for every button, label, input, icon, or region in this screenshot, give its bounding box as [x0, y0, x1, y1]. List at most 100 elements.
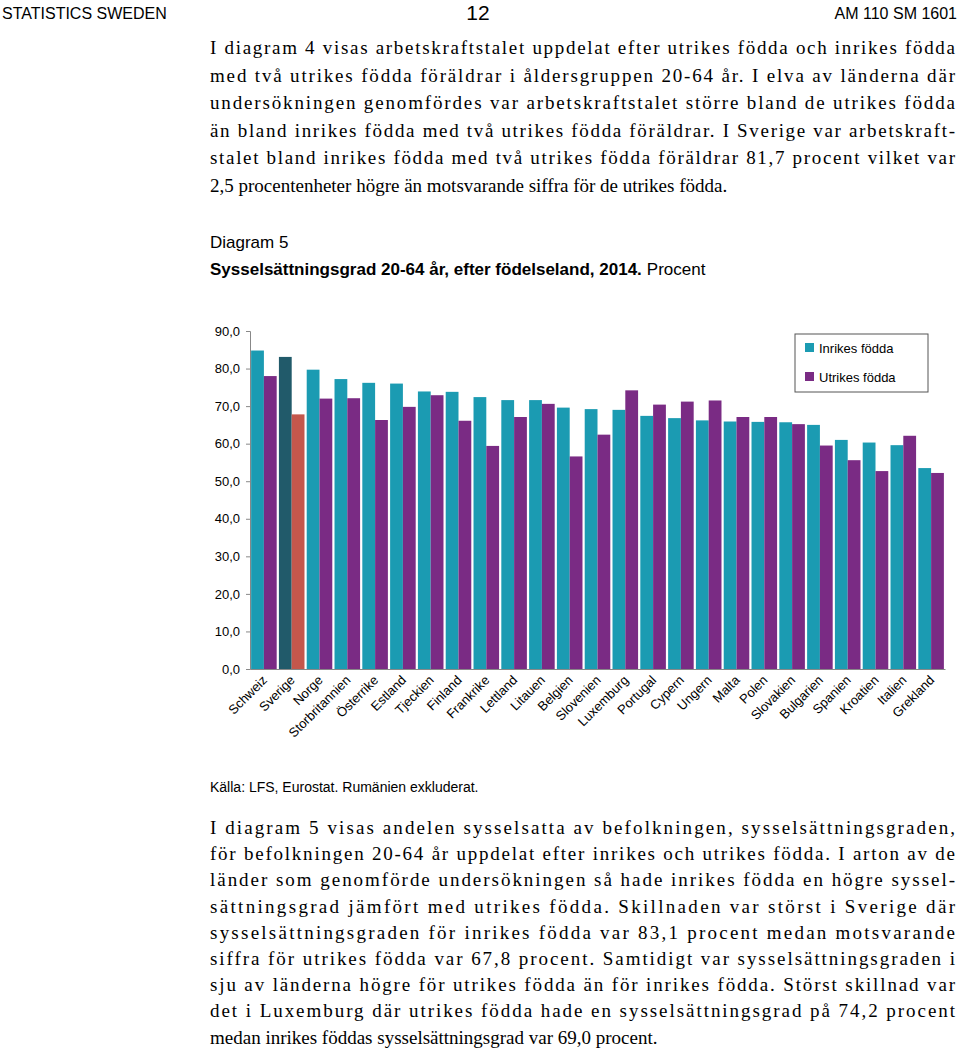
- bar: [446, 392, 459, 669]
- tick-label: 60,0: [215, 436, 240, 451]
- legend-label: Utrikes födda: [819, 370, 896, 385]
- paragraph-line: för befolkningen 20-64 år uppdelat efter…: [210, 843, 955, 864]
- source: Källa: LFS, Eurostat. Rumänien exkludera…: [210, 779, 478, 795]
- bar: [724, 422, 737, 669]
- tick-label: 70,0: [215, 399, 240, 414]
- chart: 0,0 10,0 20,0 30,0 40,0 50,0 60,0 70,0 80,0 90,0 S…: [215, 324, 946, 741]
- bar: [792, 424, 805, 669]
- bar: [848, 460, 861, 669]
- title: Sysselsättningsgrad 20-64 år, efter föde…: [210, 260, 642, 279]
- chart-title: Sysselsättningsgrad 20-64 år, efter föde…: [210, 260, 706, 279]
- bar: [876, 471, 889, 669]
- legend-swatch: [805, 343, 814, 352]
- tick: 50,0: [215, 474, 250, 489]
- paragraph-line: medan inrikes föddas sysselsättningsgrad…: [210, 1027, 657, 1048]
- category-label: Kroatien: [837, 673, 882, 718]
- tick: 30,0: [215, 549, 250, 564]
- bar: [431, 395, 444, 669]
- tick: Malta: [710, 669, 744, 706]
- series: [251, 351, 931, 669]
- tick-label: 10,0: [215, 624, 240, 639]
- paragraph-line: sysselsättningsgraden för inrikes födda …: [210, 922, 955, 943]
- legend-label: Inrikes födda: [819, 341, 894, 356]
- category-label: Malta: [710, 672, 744, 706]
- bar: [820, 446, 833, 669]
- bar: [570, 456, 583, 669]
- tick: Österrike: [333, 669, 381, 720]
- bars: [251, 351, 944, 669]
- bar: [668, 418, 681, 669]
- page: STATISTICS SWEDEN12AM 110 SM 1601I diagr…: [0, 0, 960, 1054]
- bar: [764, 417, 777, 669]
- bar: [418, 391, 431, 669]
- bar: [375, 420, 388, 669]
- category-label: Portugal: [614, 672, 659, 717]
- paragraph-line: sju av länderna högre för utrikes födda …: [210, 974, 956, 995]
- bar: [320, 399, 333, 669]
- tick: Portugal: [614, 669, 659, 717]
- bar: [653, 405, 666, 669]
- bar: [279, 357, 292, 669]
- tick-label: 0,0: [222, 662, 240, 677]
- axis-line: [251, 669, 946, 670]
- paragraph-line: 2,5 procentenheter högre än motsvarande …: [210, 175, 727, 196]
- bar: [625, 390, 638, 669]
- tick: 40,0: [215, 511, 250, 526]
- paragraph-line: sättningsgrad jämfört med utrikes födda.…: [210, 896, 956, 917]
- paragraph-line: undersökningen genomfördes var arbetskra…: [210, 92, 956, 113]
- bar: [347, 398, 360, 669]
- bar: [403, 407, 416, 669]
- tick: Ungern: [674, 669, 715, 713]
- tick-mark: [246, 369, 250, 370]
- bar: [891, 445, 904, 669]
- unit-label: Procent: [647, 260, 706, 279]
- bar: [709, 400, 722, 669]
- tick-label: 80,0: [215, 361, 240, 376]
- paragraph-line: I diagram 5 visas andelen sysselsatta av…: [210, 817, 955, 838]
- bar: [640, 416, 653, 669]
- header-right: AM 110 SM 1601: [835, 5, 958, 22]
- bar: [931, 473, 944, 669]
- tick-label: 30,0: [215, 549, 240, 564]
- legend-swatch: [805, 372, 814, 381]
- tick-label: 90,0: [215, 324, 240, 339]
- tick: 80,0: [215, 361, 250, 376]
- tick-label: 40,0: [215, 511, 240, 526]
- tick: 60,0: [215, 436, 250, 451]
- bar: [863, 443, 876, 669]
- paragraph-line: än bland inrikes födda med två utrikes f…: [210, 120, 955, 141]
- bar: [807, 425, 820, 669]
- tick-label: 50,0: [215, 474, 240, 489]
- tick-mark: [246, 406, 250, 407]
- category-label: Grekland: [889, 673, 937, 721]
- tick: 90,0: [215, 324, 250, 339]
- bar: [696, 420, 709, 669]
- bar: [474, 397, 487, 669]
- y-axis: 0,0 10,0 20,0 30,0 40,0 50,0 60,0 70,0 80,0 90,0: [215, 324, 251, 677]
- bar: [779, 422, 792, 669]
- bar: [529, 400, 542, 669]
- bar: [514, 417, 527, 669]
- category-label: Tjeckien: [392, 673, 437, 718]
- bar: [362, 383, 375, 669]
- bar: [613, 410, 626, 669]
- bar: [459, 421, 472, 669]
- tick: 20,0: [215, 587, 250, 602]
- tick-mark: [246, 594, 250, 595]
- legend-frame: [795, 334, 928, 392]
- tick: 10,0: [215, 624, 250, 639]
- axis-line: [246, 332, 251, 670]
- tick: Sverige: [256, 669, 298, 714]
- bar: [292, 414, 305, 669]
- tick-mark: [246, 556, 250, 557]
- bar: [335, 379, 348, 669]
- bar: [264, 376, 277, 669]
- bar: [903, 436, 916, 669]
- tick: Grekland: [889, 669, 937, 720]
- bar: [737, 417, 750, 669]
- tick-mark: [246, 669, 250, 670]
- header-left: STATISTICS SWEDEN: [2, 5, 167, 22]
- bar: [501, 400, 514, 669]
- bar: [598, 435, 611, 669]
- bar: [390, 384, 403, 669]
